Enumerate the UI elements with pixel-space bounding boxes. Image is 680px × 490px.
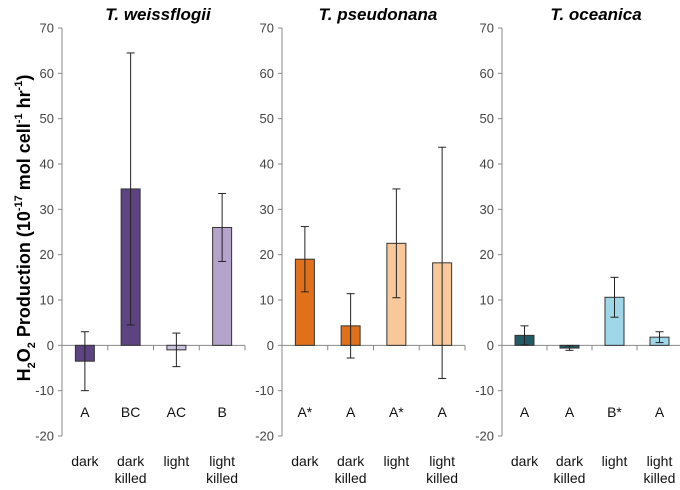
category-label: dark killed: [115, 453, 147, 486]
category-label-line: light: [647, 453, 673, 469]
category-label-line: light: [209, 453, 235, 469]
y-tick-label: 10: [260, 293, 274, 308]
significance-label: AC: [167, 404, 186, 420]
category-label: dark: [71, 453, 99, 469]
significance-label: A: [655, 404, 665, 420]
panel-title: T. oceanica: [550, 5, 641, 24]
category-label: light: [164, 453, 190, 469]
y-tick-label: 10: [40, 293, 54, 308]
y-tick-label: -20: [35, 429, 54, 444]
category-label-line: light: [602, 453, 628, 469]
category-label: light killed: [426, 453, 458, 486]
category-label-line: killed: [206, 470, 238, 486]
category-label: dark killed: [335, 453, 367, 486]
category-label-line: killed: [335, 470, 367, 486]
category-label-line: killed: [644, 470, 676, 486]
panel-title: T. weissflogii: [105, 5, 212, 24]
category-label-line: killed: [554, 470, 586, 486]
ylabel-sub-1: 2: [26, 362, 38, 368]
ylabel-text-1: Production (10: [14, 211, 34, 342]
ylabel-close: ): [14, 75, 34, 81]
category-label: light: [602, 453, 628, 469]
y-tick-label: -10: [255, 383, 274, 398]
category-label-line: dark: [291, 453, 319, 469]
significance-label: BC: [121, 404, 140, 420]
y-tick-label: 0: [267, 338, 274, 353]
panel-title: T. pseudonana: [319, 5, 438, 24]
ylabel-text-3: hr: [14, 90, 34, 113]
y-tick-label: 50: [480, 111, 494, 126]
y-tick-label: 20: [40, 247, 54, 262]
y-axis-label: H2O2 Production (10-17 mol cell-1 hr-1): [13, 75, 38, 382]
y-tick-label: 60: [40, 66, 54, 81]
y-tick-label: 40: [260, 157, 274, 172]
ylabel-text-2: mol cell: [14, 123, 34, 195]
y-tick-label: 60: [260, 66, 274, 81]
y-tick-label: 70: [40, 21, 54, 36]
category-label-line: dark: [337, 453, 365, 469]
ylabel-sup-2: -1: [13, 113, 25, 123]
y-tick-label: 70: [480, 21, 494, 36]
ylabel-sup-3: -1: [13, 81, 25, 91]
significance-label: A*: [389, 404, 404, 420]
ylabel-sub-2: 2: [26, 342, 38, 348]
significance-label: A: [80, 404, 90, 420]
y-tick-label: 60: [480, 66, 494, 81]
category-label-line: dark: [117, 453, 145, 469]
ylabel-o: O: [14, 348, 34, 362]
y-tick-label: 50: [40, 111, 54, 126]
y-tick-label: 0: [47, 338, 54, 353]
y-tick-label: 70: [260, 21, 274, 36]
y-tick-label: -10: [475, 383, 494, 398]
y-tick-label: -10: [35, 383, 54, 398]
y-tick-label: 40: [40, 157, 54, 172]
chart-panel-2: T. pseudonana -20 -10 0 10 20 30 40 50 60 70 A* dark…: [255, 5, 466, 486]
category-label-line: killed: [115, 470, 147, 486]
category-label-line: light: [429, 453, 455, 469]
y-tick-label: 50: [260, 111, 274, 126]
significance-label: A: [520, 404, 530, 420]
y-tick-label: 30: [260, 202, 274, 217]
chart-panel-1: T. weissflogii -20 -10 0 10 20 30 40 50 60 70 Adark…: [35, 5, 246, 486]
y-tick-label: 10: [480, 293, 494, 308]
y-tick-label: 30: [480, 202, 494, 217]
y-tick-label: -20: [475, 429, 494, 444]
category-label: dark: [291, 453, 319, 469]
category-label-line: dark: [71, 453, 99, 469]
category-label: light killed: [206, 453, 238, 486]
ylabel-h: H: [14, 368, 34, 381]
ylabel-sup-1: -17: [13, 195, 25, 211]
category-label-line: light: [384, 453, 410, 469]
chart-panels: T. weissflogii -20 -10 0 10 20 30 40 50 60 70 Adark…: [35, 5, 680, 486]
significance-label: B*: [607, 404, 622, 420]
category-label-line: killed: [426, 470, 458, 486]
significance-label: A*: [297, 404, 312, 420]
category-label: dark: [511, 453, 539, 469]
category-label-line: dark: [511, 453, 539, 469]
category-label: dark killed: [554, 453, 586, 486]
y-tick-label: 30: [40, 202, 54, 217]
category-label: light killed: [644, 453, 676, 486]
y-tick-label: 20: [480, 247, 494, 262]
category-label: light: [384, 453, 410, 469]
y-tick-label: 20: [260, 247, 274, 262]
y-tick-label: -20: [255, 429, 274, 444]
category-label-line: dark: [556, 453, 584, 469]
significance-label: A: [565, 404, 575, 420]
significance-label: A: [346, 404, 356, 420]
category-label-line: light: [164, 453, 190, 469]
significance-label: B: [217, 404, 226, 420]
y-tick-label: 0: [487, 338, 494, 353]
y-tick-label: 40: [480, 157, 494, 172]
significance-label: A: [437, 404, 447, 420]
